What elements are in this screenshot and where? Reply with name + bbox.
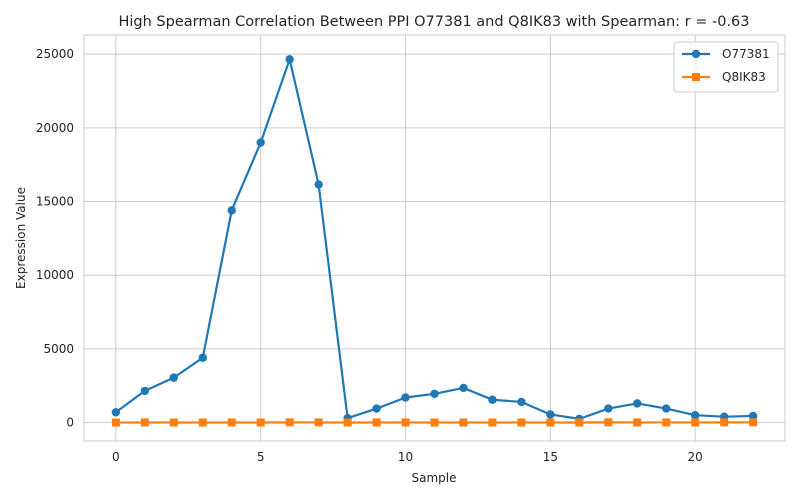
- data-point-o77381: [604, 404, 613, 413]
- legend-label-q8ik83: Q8IK83: [722, 70, 766, 84]
- data-point-q8ik83: [459, 418, 468, 427]
- data-point-q8ik83: [604, 418, 613, 427]
- x-tick-label: 0: [112, 450, 120, 464]
- data-point-q8ik83: [256, 418, 265, 427]
- series-line-o77381: [115, 58, 754, 420]
- x-axis-label: Sample: [412, 471, 457, 485]
- x-tick-label: 15: [543, 450, 558, 464]
- y-axis-label: Expression Value: [14, 187, 28, 289]
- data-point-o77381: [517, 397, 526, 407]
- data-point-o77381: [691, 411, 700, 420]
- data-point-q8ik83: [488, 418, 497, 427]
- data-point-q8ik83: [749, 418, 758, 427]
- data-point-q8ik83: [111, 418, 120, 427]
- chart-title: High Spearman Correlation Between PPI O7…: [118, 14, 749, 30]
- data-point-o77381: [633, 399, 642, 408]
- data-point-o77381: [227, 206, 236, 215]
- data-point-q8ik83: [517, 418, 526, 427]
- data-point-q8ik83: [140, 418, 149, 427]
- y-tick-label: 15000: [36, 195, 74, 209]
- data-point-q8ik83: [314, 418, 323, 427]
- series-group: [111, 55, 758, 427]
- data-point-q8ik83: [662, 418, 671, 427]
- data-point-o77381: [140, 386, 150, 396]
- data-point-o77381: [256, 138, 265, 147]
- data-point-o77381: [169, 373, 178, 382]
- data-point-q8ik83: [198, 418, 207, 427]
- legend: O77381 Q8IK83: [673, 41, 779, 93]
- y-tick-label: 25000: [36, 47, 74, 61]
- data-point-o77381: [748, 411, 758, 421]
- data-point-o77381: [488, 395, 497, 404]
- y-tick-label: 20000: [36, 121, 74, 135]
- data-point-o77381: [198, 353, 207, 362]
- data-point-q8ik83: [401, 418, 410, 427]
- data-point-q8ik83: [372, 418, 381, 427]
- y-axis: 0 5000 10000 15000 20000 25000: [36, 47, 74, 429]
- legend-marker-q8ik83: [692, 73, 700, 81]
- plot-area: [83, 34, 786, 442]
- data-point-o77381: [459, 383, 468, 393]
- legend-label-o77381: O77381: [722, 47, 770, 61]
- data-point-q8ik83: [169, 418, 178, 427]
- legend-marker-o77381: [691, 49, 701, 59]
- data-point-o77381: [111, 408, 121, 417]
- data-point-q8ik83: [285, 418, 294, 427]
- data-point-q8ik83: [720, 418, 729, 427]
- grid: [84, 35, 785, 441]
- data-point-o77381: [430, 389, 439, 399]
- y-tick-label: 5000: [43, 342, 74, 356]
- x-tick-label: 20: [688, 450, 703, 464]
- data-point-q8ik83: [575, 418, 584, 427]
- data-point-q8ik83: [633, 418, 642, 427]
- data-point-q8ik83: [227, 418, 236, 427]
- data-point-o77381: [285, 55, 294, 64]
- data-point-q8ik83: [343, 418, 352, 427]
- y-tick-label: 10000: [36, 268, 74, 282]
- x-tick-label: 5: [257, 450, 265, 464]
- data-point-o77381: [372, 404, 381, 413]
- x-tick-label: 10: [398, 450, 413, 464]
- data-point-q8ik83: [691, 418, 700, 427]
- data-point-o77381: [662, 404, 671, 413]
- data-point-q8ik83: [546, 418, 555, 427]
- y-tick-label: 0: [66, 416, 74, 430]
- data-point-q8ik83: [430, 418, 439, 427]
- x-axis: 0 5 10 15 20: [112, 450, 703, 464]
- data-point-o77381: [314, 180, 323, 189]
- data-point-o77381: [546, 410, 555, 419]
- data-point-o77381: [401, 393, 410, 402]
